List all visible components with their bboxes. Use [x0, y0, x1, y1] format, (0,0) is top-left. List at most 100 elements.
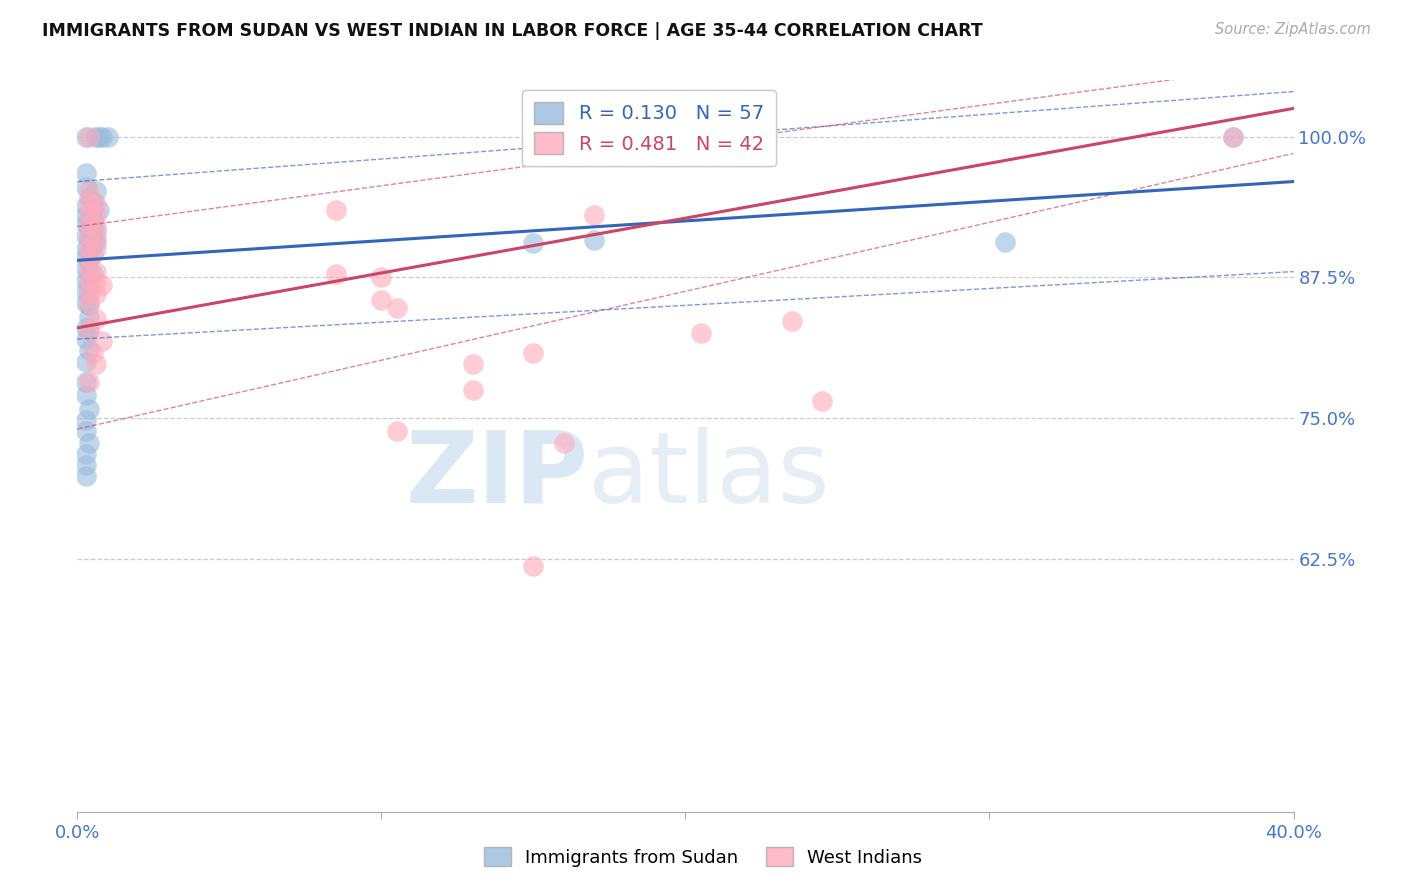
- Point: [82, 212, 104, 227]
- Point: [75, 354, 97, 368]
- Point: [79, 244, 101, 259]
- Point: [75, 129, 97, 144]
- Point: [75, 251, 97, 265]
- Point: [325, 267, 347, 281]
- Text: ZIP: ZIP: [405, 426, 588, 524]
- Point: [583, 208, 606, 222]
- Point: [79, 323, 101, 337]
- Point: [325, 202, 347, 217]
- Point: [82, 246, 104, 260]
- Point: [75, 199, 97, 213]
- Point: [79, 287, 101, 301]
- Point: [385, 301, 408, 315]
- Point: [461, 357, 484, 371]
- Point: [84, 235, 107, 250]
- Point: [994, 235, 1017, 250]
- Point: [84, 357, 107, 371]
- Point: [84, 242, 107, 256]
- Point: [75, 180, 97, 194]
- Point: [79, 228, 101, 243]
- Point: [79, 211, 101, 225]
- Point: [75, 208, 97, 222]
- Point: [75, 375, 97, 389]
- Point: [84, 197, 107, 211]
- Point: [75, 388, 97, 402]
- Point: [75, 458, 97, 472]
- Point: [82, 222, 104, 236]
- Point: [75, 217, 97, 231]
- Point: [84, 264, 107, 278]
- Point: [79, 191, 101, 205]
- Point: [84, 184, 107, 198]
- Point: [79, 194, 101, 209]
- Point: [82, 345, 104, 359]
- Point: [75, 425, 97, 439]
- Text: atlas: atlas: [588, 426, 830, 524]
- Text: Source: ZipAtlas.com: Source: ZipAtlas.com: [1215, 22, 1371, 37]
- Point: [79, 219, 101, 234]
- Point: [97, 129, 120, 144]
- Point: [780, 314, 803, 328]
- Point: [82, 202, 104, 216]
- Point: [75, 469, 97, 483]
- Point: [79, 231, 101, 245]
- Point: [79, 262, 101, 277]
- Point: [811, 394, 834, 409]
- Point: [84, 287, 107, 301]
- Point: [79, 206, 101, 220]
- Point: [84, 208, 107, 222]
- Point: [75, 262, 97, 277]
- Point: [553, 435, 575, 450]
- Point: [79, 375, 101, 389]
- Point: [75, 447, 97, 461]
- Point: [75, 242, 97, 256]
- Point: [82, 194, 104, 209]
- Point: [82, 267, 104, 281]
- Point: [84, 311, 107, 326]
- Point: [79, 274, 101, 288]
- Point: [75, 228, 97, 243]
- Legend: R = 0.130   N = 57, R = 0.481   N = 42: R = 0.130 N = 57, R = 0.481 N = 42: [523, 90, 776, 166]
- Text: IMMIGRANTS FROM SUDAN VS WEST INDIAN IN LABOR FORCE | AGE 35-44 CORRELATION CHAR: IMMIGRANTS FROM SUDAN VS WEST INDIAN IN …: [42, 22, 983, 40]
- Point: [1222, 129, 1244, 144]
- Point: [90, 129, 112, 144]
- Point: [385, 425, 408, 439]
- Point: [79, 298, 101, 312]
- Point: [79, 296, 101, 310]
- Point: [75, 332, 97, 346]
- Point: [522, 345, 544, 359]
- Point: [79, 323, 101, 337]
- Point: [79, 285, 101, 299]
- Y-axis label: In Labor Force | Age 35-44: In Labor Force | Age 35-44: [0, 336, 8, 556]
- Point: [79, 343, 101, 358]
- Point: [79, 276, 101, 290]
- Point: [79, 435, 101, 450]
- Point: [84, 231, 107, 245]
- Point: [522, 236, 544, 251]
- Point: [75, 274, 97, 288]
- Point: [79, 401, 101, 416]
- Point: [79, 184, 101, 198]
- Point: [75, 165, 97, 179]
- Point: [87, 129, 110, 144]
- Point: [79, 310, 101, 324]
- Point: [689, 326, 711, 341]
- Point: [1222, 129, 1244, 144]
- Point: [79, 240, 101, 254]
- Point: [84, 129, 107, 144]
- Point: [79, 253, 101, 268]
- Point: [75, 321, 97, 335]
- Point: [84, 276, 107, 290]
- Point: [90, 334, 112, 349]
- Point: [79, 217, 101, 231]
- Point: [75, 296, 97, 310]
- Point: [79, 251, 101, 265]
- Point: [82, 233, 104, 247]
- Point: [90, 278, 112, 293]
- Legend: Immigrants from Sudan, West Indians: Immigrants from Sudan, West Indians: [477, 840, 929, 874]
- Point: [370, 270, 392, 285]
- Point: [461, 383, 484, 397]
- Point: [370, 293, 392, 307]
- Point: [75, 285, 97, 299]
- Point: [84, 219, 107, 234]
